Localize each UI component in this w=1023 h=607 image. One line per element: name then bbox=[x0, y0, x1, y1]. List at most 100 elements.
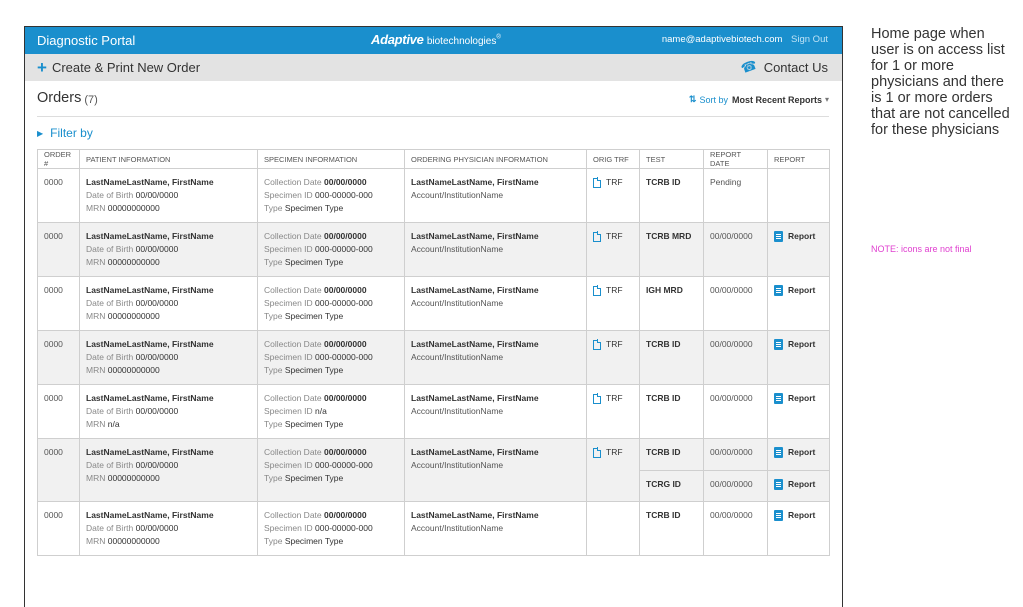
orig-trf-cell: TRF bbox=[586, 168, 640, 223]
orders-header: Orders (7) ⇅ Sort by Most Recent Reports… bbox=[37, 81, 829, 117]
order-number: 0000 bbox=[37, 222, 80, 277]
test-cell: TCRB ID TCRG ID bbox=[639, 438, 704, 502]
test-name: TCRB ID bbox=[646, 510, 681, 520]
physician-name: LastNameLastName, FirstName bbox=[411, 231, 539, 241]
trf-link[interactable]: TRF bbox=[593, 392, 633, 405]
column-header: REPORT DATE bbox=[703, 149, 768, 169]
triangle-right-icon: ▶ bbox=[37, 128, 44, 138]
create-order-button[interactable]: + Create & Print New Order bbox=[37, 59, 200, 76]
trf-link[interactable]: TRF bbox=[593, 284, 633, 297]
sort-dropdown[interactable]: ⇅ Sort by Most Recent Reports ▾ bbox=[689, 94, 829, 105]
specimen-type: Specimen Type bbox=[284, 311, 344, 321]
table-row[interactable]: 0000 LastNameLastName, FirstName Date of… bbox=[37, 276, 830, 331]
report-icon bbox=[774, 479, 783, 490]
report-link[interactable]: Report bbox=[774, 509, 823, 522]
report-link[interactable]: Report bbox=[774, 446, 823, 459]
specimen-type: Specimen Type bbox=[284, 257, 344, 267]
patient-dob: 00/00/0000 bbox=[135, 523, 179, 533]
report-icon bbox=[774, 231, 783, 242]
filter-label: Filter by bbox=[50, 126, 93, 140]
column-header: PATIENT INFORMATION bbox=[79, 149, 258, 169]
contact-us-button[interactable]: ☎ Contact Us bbox=[739, 57, 828, 77]
report-date: 00/00/0000 bbox=[710, 339, 753, 349]
column-header: ORDERING PHYSICIAN INFORMATION bbox=[404, 149, 587, 169]
table-row[interactable]: 0000 LastNameLastName, FirstName Date of… bbox=[37, 501, 830, 556]
test-name: TCRB MRD bbox=[646, 231, 692, 241]
report-cell: Report bbox=[767, 276, 830, 331]
orig-trf-cell: TRF bbox=[586, 384, 640, 439]
orders-title: Orders bbox=[37, 90, 82, 106]
physician-name: LastNameLastName, FirstName bbox=[411, 339, 539, 349]
order-number: 0000 bbox=[37, 276, 80, 331]
action-bar: + Create & Print New Order ☎ Contact Us bbox=[25, 54, 842, 81]
report-date-cell: 00/00/0000 bbox=[703, 501, 768, 556]
document-icon bbox=[593, 339, 602, 350]
report-link[interactable]: Report bbox=[774, 478, 823, 491]
user-area: name@adaptivebiotech.com Sign Out bbox=[662, 34, 828, 45]
table-row[interactable]: 0000 LastNameLastName, FirstName Date of… bbox=[37, 222, 830, 277]
report-date-cell: 00/00/0000 bbox=[703, 384, 768, 439]
physician-info: LastNameLastName, FirstName Account/Inst… bbox=[404, 501, 587, 556]
chevron-down-icon: ▾ bbox=[824, 95, 829, 104]
main-content: Orders (7) ⇅ Sort by Most Recent Reports… bbox=[25, 81, 842, 556]
portal-title: Diagnostic Portal bbox=[37, 33, 136, 48]
patient-mrn: n/a bbox=[107, 419, 120, 429]
patient-info: LastNameLastName, FirstName Date of Birt… bbox=[79, 501, 258, 556]
logo-main: Adaptive bbox=[371, 32, 424, 47]
report-link[interactable]: Report bbox=[774, 392, 823, 405]
specimen-type: Specimen Type bbox=[284, 473, 344, 483]
physician-info: LastNameLastName, FirstName Account/Inst… bbox=[404, 222, 587, 277]
report-link[interactable]: Report bbox=[774, 284, 823, 297]
patient-dob: 00/00/0000 bbox=[135, 190, 179, 200]
adaptive-logo: Adaptive biotechnologies® bbox=[371, 32, 501, 47]
trf-link[interactable]: TRF bbox=[593, 230, 633, 243]
patient-mrn: 00000000000 bbox=[107, 203, 160, 213]
test-name: TCRB ID bbox=[646, 339, 681, 349]
orders-count: (7) bbox=[84, 94, 98, 106]
specimen-type: Specimen Type bbox=[284, 419, 344, 429]
specimen-info: Collection Date 00/00/0000 Specimen ID n… bbox=[257, 384, 405, 439]
order-number: 0000 bbox=[37, 330, 80, 385]
physician-name: LastNameLastName, FirstName bbox=[411, 285, 539, 295]
report-cell: Report bbox=[767, 330, 830, 385]
collection-date: 00/00/0000 bbox=[324, 510, 367, 520]
patient-name: LastNameLastName, FirstName bbox=[86, 177, 214, 187]
specimen-id: 000-00000-000 bbox=[315, 523, 373, 533]
report-date-cell: 00/00/0000 bbox=[703, 276, 768, 331]
physician-info: LastNameLastName, FirstName Account/Inst… bbox=[404, 384, 587, 439]
physician-name: LastNameLastName, FirstName bbox=[411, 177, 539, 187]
trf-link[interactable]: TRF bbox=[593, 446, 633, 459]
column-header: ORDER # bbox=[37, 149, 80, 169]
trf-link[interactable]: TRF bbox=[593, 338, 633, 351]
report-date: 00/00/0000 bbox=[710, 479, 753, 489]
table-row[interactable]: 0000 LastNameLastName, FirstName Date of… bbox=[37, 438, 830, 502]
report-link[interactable]: Report bbox=[774, 338, 823, 351]
patient-info: LastNameLastName, FirstName Date of Birt… bbox=[79, 276, 258, 331]
table-header-row: ORDER # PATIENT INFORMATION SPECIMEN INFOR… bbox=[37, 149, 830, 169]
trf-link[interactable]: TRF bbox=[593, 176, 633, 189]
report-date-cell: 00/00/0000 bbox=[703, 222, 768, 277]
test-name: TCRB ID bbox=[646, 177, 681, 187]
account-name: Account/InstitutionName bbox=[411, 352, 504, 362]
filter-toggle[interactable]: ▶ Filter by bbox=[37, 117, 829, 147]
table-row[interactable]: 0000 LastNameLastName, FirstName Date of… bbox=[37, 330, 830, 385]
table-row[interactable]: 0000 LastNameLastName, FirstName Date of… bbox=[37, 384, 830, 439]
orig-trf-cell: TRF bbox=[586, 330, 640, 385]
specimen-id: 000-00000-000 bbox=[315, 244, 373, 254]
sign-out-link[interactable]: Sign Out bbox=[791, 34, 828, 45]
account-name: Account/InstitutionName bbox=[411, 244, 504, 254]
patient-info: LastNameLastName, FirstName Date of Birt… bbox=[79, 222, 258, 277]
report-date: 00/00/0000 bbox=[710, 231, 753, 241]
table-row[interactable]: 0000 LastNameLastName, FirstName Date of… bbox=[37, 168, 830, 223]
patient-dob: 00/00/0000 bbox=[135, 298, 179, 308]
account-name: Account/InstitutionName bbox=[411, 523, 504, 533]
report-link[interactable]: Report bbox=[774, 230, 823, 243]
orig-trf-cell: TRF bbox=[586, 438, 640, 502]
icons-note: NOTE: icons are not final bbox=[871, 244, 972, 254]
account-name: Account/InstitutionName bbox=[411, 190, 504, 200]
specimen-info: Collection Date 00/00/0000 Specimen ID 0… bbox=[257, 330, 405, 385]
orig-trf-cell bbox=[586, 501, 640, 556]
patient-info: LastNameLastName, FirstName Date of Birt… bbox=[79, 330, 258, 385]
top-bar: Diagnostic Portal Adaptive biotechnologi… bbox=[25, 27, 842, 54]
specimen-id: 000-00000-000 bbox=[315, 352, 373, 362]
